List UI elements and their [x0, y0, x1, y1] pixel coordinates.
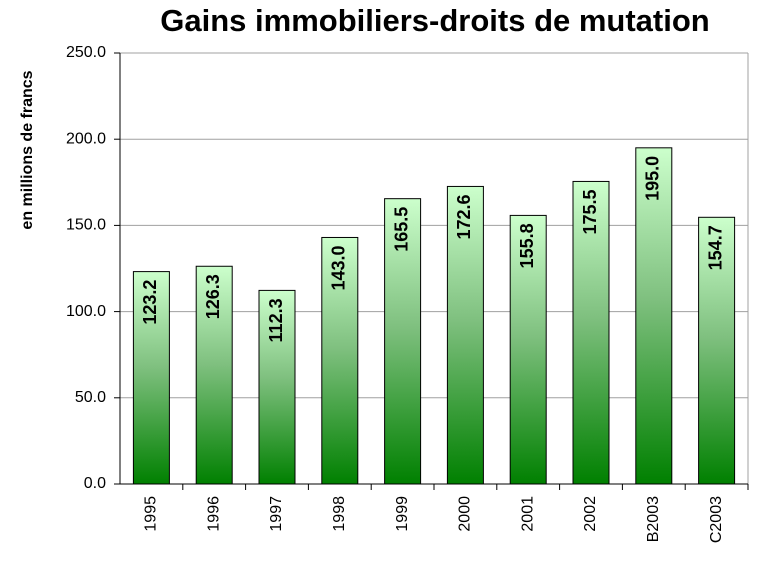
x-tick-label: 1998: [331, 496, 348, 532]
bar: [698, 216, 736, 485]
x-tick-label: 2001: [519, 496, 536, 532]
data-label: 143.0: [329, 245, 349, 290]
bar: [195, 265, 233, 485]
data-label: 154.7: [705, 225, 725, 270]
bar: [509, 214, 547, 485]
data-label: 123.2: [140, 280, 160, 325]
x-tick-label: 1997: [268, 496, 285, 532]
chart-title: Gains immobiliers-droits de mutation: [160, 3, 709, 38]
data-label: 112.3: [266, 298, 286, 342]
y-tick-label: 250.0: [66, 44, 106, 61]
bar: [384, 198, 422, 485]
x-tick-label: 1999: [394, 496, 411, 532]
data-label: 195.0: [643, 156, 663, 201]
x-tick-label: 2002: [582, 496, 599, 532]
x-tick-label: 1995: [143, 496, 160, 532]
x-tick-label: B2003: [645, 496, 662, 542]
data-label: 175.5: [580, 189, 600, 234]
bar: [635, 147, 673, 485]
data-label: 126.3: [203, 274, 223, 319]
bar: [321, 236, 359, 485]
data-label: 172.6: [454, 194, 474, 239]
bar: [446, 185, 484, 485]
x-tick-label: C2003: [708, 496, 725, 543]
x-tick-label: 2000: [457, 496, 474, 532]
y-tick-label: 150.0: [66, 217, 106, 234]
bar: [132, 271, 170, 485]
y-tick-label: 100.0: [66, 303, 106, 320]
data-label: 155.8: [517, 223, 537, 268]
y-tick-label: 200.0: [66, 130, 106, 147]
y-tick-label: 0.0: [84, 475, 106, 492]
data-label: 165.5: [391, 207, 411, 252]
y-axis-title: en millions de francs: [19, 70, 36, 229]
y-tick-label: 50.0: [75, 389, 106, 406]
x-tick-label: 1996: [205, 496, 222, 532]
bar: [572, 180, 610, 485]
bar: [258, 289, 296, 485]
